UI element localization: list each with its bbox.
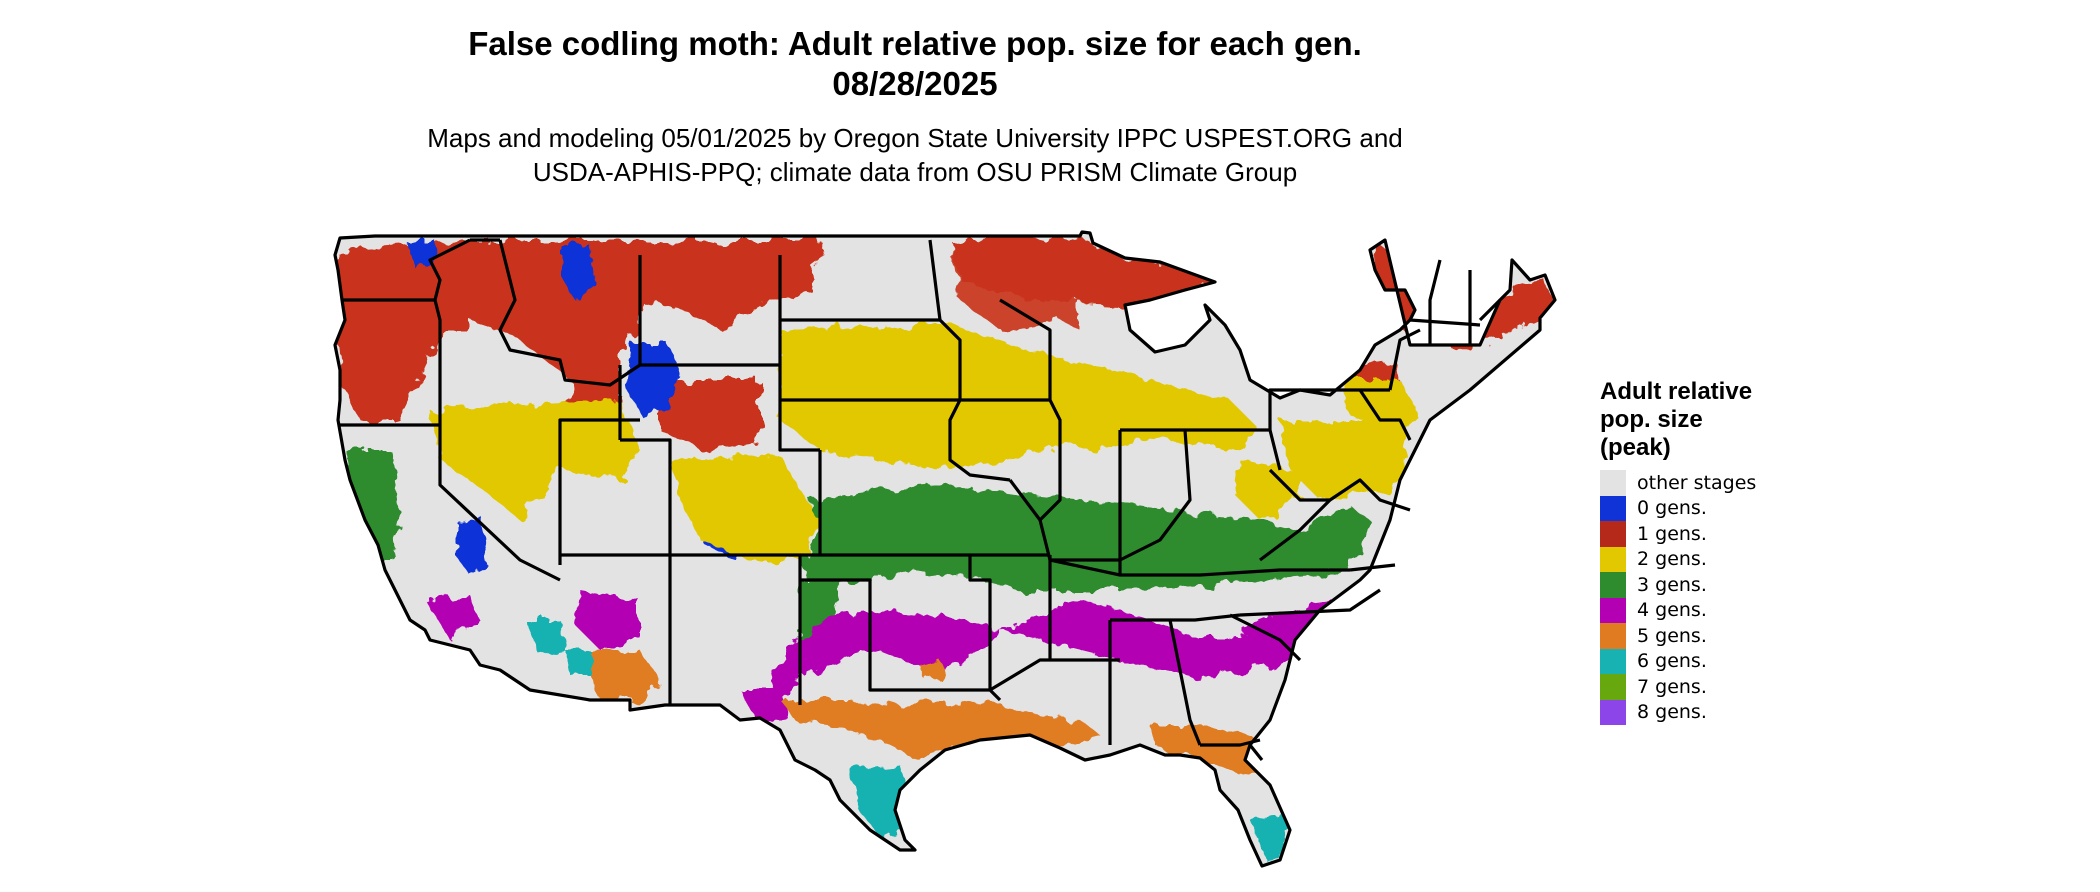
legend-item-5-gens: 5 gens.	[1600, 623, 1756, 649]
legend-swatch	[1600, 623, 1626, 649]
legend-label: other stages	[1637, 471, 1757, 494]
region-6-gen	[525, 620, 1285, 860]
legend-item-7-gens: 7 gens.	[1600, 674, 1756, 700]
legend-swatch	[1600, 521, 1626, 547]
legend-swatch	[1600, 648, 1626, 674]
state-borders	[333, 230, 1557, 868]
map-body	[333, 230, 1557, 886]
map-title: False codling moth: Adult relative pop. …	[0, 24, 1830, 104]
legend-item-4-gens: 4 gens.	[1600, 597, 1756, 623]
legend-item-0-gens: 0 gens.	[1600, 495, 1756, 521]
legend-title-line3: (peak)	[1600, 434, 1671, 461]
legend-label: 3 gens.	[1637, 573, 1707, 596]
legend-swatch	[1600, 572, 1626, 598]
map-date: 08/28/2025	[832, 65, 998, 102]
legend-items: other stages 0 gens. 1 gens. 2 gens. 3 g…	[1600, 470, 1756, 725]
legend-label: 5 gens.	[1637, 624, 1707, 647]
region-7-gen	[1240, 868, 1280, 886]
legend-swatch	[1600, 674, 1626, 700]
legend-item-8-gens: 8 gens.	[1600, 699, 1756, 725]
legend-item-2-gens: 2 gens.	[1600, 546, 1756, 572]
legend-item-6-gens: 6 gens.	[1600, 648, 1756, 674]
legend-swatch	[1600, 597, 1626, 623]
region-4-gen	[425, 590, 1390, 725]
legend-title: Adult relative pop. size (peak)	[1600, 378, 1756, 462]
legend-label: 6 gens.	[1637, 650, 1707, 673]
legend-swatch	[1600, 495, 1626, 521]
map-legend: Adult relative pop. size (peak) other st…	[1600, 378, 1756, 725]
legend-label: 7 gens.	[1637, 675, 1707, 698]
legend-swatch	[1600, 699, 1626, 725]
legend-item-other-stages: other stages	[1600, 470, 1756, 496]
legend-label: 8 gens.	[1637, 701, 1707, 724]
legend-item-1-gens: 1 gens.	[1600, 521, 1756, 547]
map-subtitle: Maps and modeling 05/01/2025 by Oregon S…	[0, 121, 1830, 189]
legend-label: 2 gens.	[1637, 548, 1707, 571]
map-title-line1: False codling moth: Adult relative pop. …	[468, 25, 1362, 62]
legend-label: 0 gens.	[1637, 497, 1707, 520]
map-subtitle-line2: USDA-APHIS-PPQ; climate data from OSU PR…	[532, 157, 1298, 187]
map-subtitle-line1: Maps and modeling 05/01/2025 by Oregon S…	[427, 123, 1403, 153]
legend-label: 4 gens.	[1637, 599, 1707, 622]
legend-item-3-gens: 3 gens.	[1600, 572, 1756, 598]
legend-label: 1 gens.	[1637, 522, 1707, 545]
legend-swatch	[1600, 470, 1626, 496]
legend-swatch	[1600, 546, 1626, 572]
legend-title-line1: Adult relative	[1600, 378, 1753, 405]
legend-title-line2: pop. size	[1600, 406, 1703, 433]
